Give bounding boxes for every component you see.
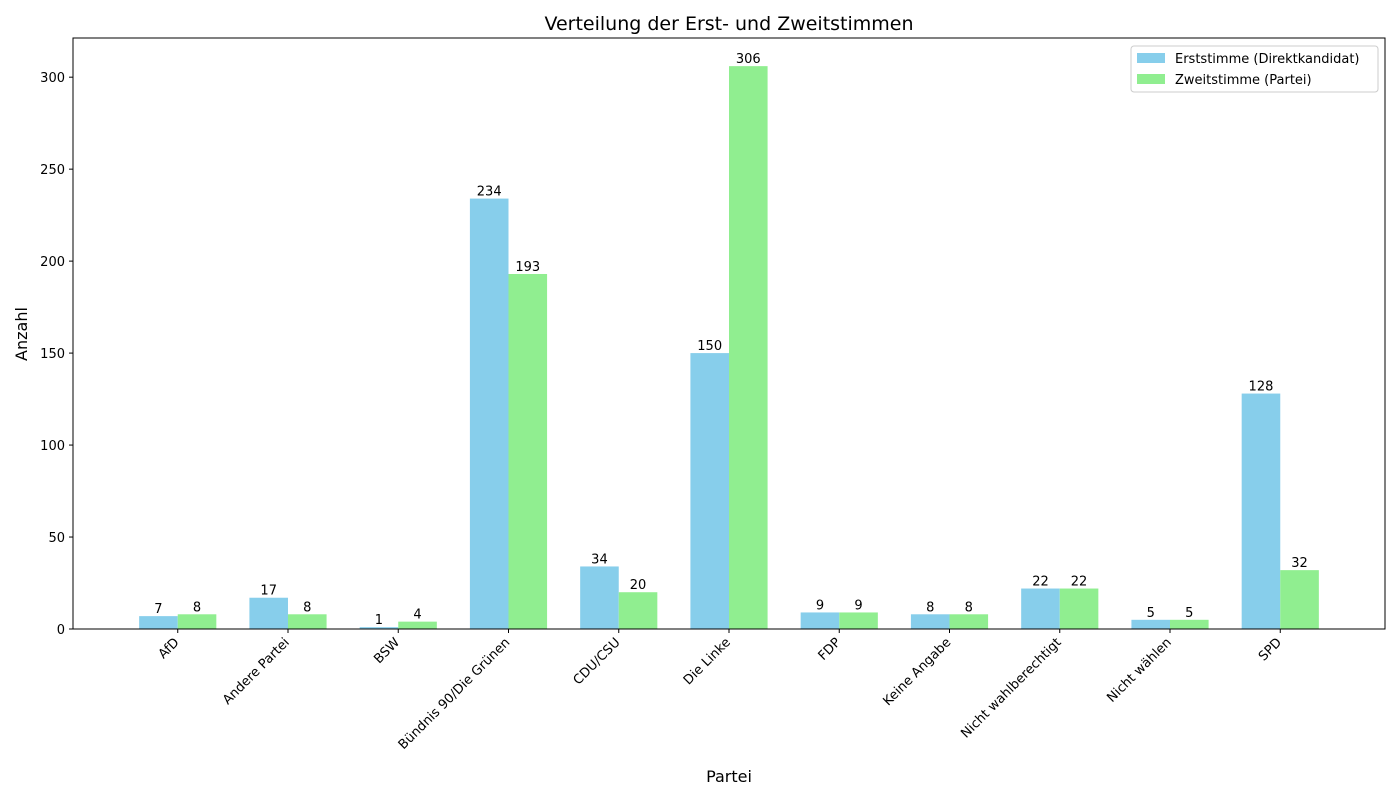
x-tick-label: BSW	[371, 635, 403, 667]
bar-value-label: 306	[736, 52, 761, 67]
bar-value-label: 32	[1291, 556, 1308, 571]
y-tick-label: 150	[40, 347, 65, 362]
bar-value-label: 8	[303, 600, 311, 615]
x-axis-title: Partei	[706, 767, 752, 786]
bar-value-label: 9	[854, 598, 862, 613]
bar-zweitstimme	[287, 614, 327, 629]
bar-value-label: 193	[515, 260, 540, 275]
bar-zweitstimme	[1059, 588, 1099, 629]
y-tick-label: 0	[57, 623, 65, 638]
bar-zweitstimme	[1170, 619, 1209, 629]
legend-swatch	[1137, 53, 1165, 63]
x-tick-label: SPD	[1256, 635, 1285, 664]
x-tick-label: CDU/CSU	[571, 635, 624, 688]
bar-value-label: 5	[1185, 606, 1193, 621]
bar-value-label: 7	[154, 602, 162, 617]
legend: Erststimme (Direktkandidat) Zweitstimme (…	[1130, 45, 1379, 93]
legend-box	[1130, 45, 1379, 93]
bar-value-label: 17	[260, 584, 277, 599]
y-tick-label: 250	[40, 163, 65, 178]
bar-erststimme	[1241, 393, 1281, 629]
x-tick-label: Nicht wählen	[1104, 635, 1174, 705]
bar-value-label: 128	[1249, 380, 1274, 395]
bar-value-label: 34	[591, 552, 608, 567]
bar-value-label: 4	[413, 608, 421, 623]
bar-zweitstimme	[729, 66, 768, 629]
bar-value-label: 150	[697, 339, 722, 354]
bar-erststimme	[249, 597, 288, 629]
legend-label: Erststimme (Direktkandidat)	[1175, 52, 1360, 67]
y-tick-label: 200	[40, 255, 65, 270]
bar-erststimme	[910, 614, 950, 629]
bar-value-label: 20	[630, 578, 647, 593]
y-tick-label: 100	[40, 439, 65, 454]
bar-erststimme	[139, 616, 178, 629]
bar-value-label: 234	[477, 185, 502, 200]
bar-erststimme	[580, 566, 619, 629]
x-tick-label: Die Linke	[681, 635, 734, 688]
bar-erststimme	[1021, 588, 1060, 629]
legend-label: Zweitstimme (Partei)	[1175, 73, 1312, 88]
x-tick-label: FDP	[816, 635, 845, 664]
bar-value-label: 22	[1071, 575, 1088, 590]
bar-value-label: 1	[375, 613, 383, 628]
bar-value-label: 9	[816, 598, 824, 613]
bar-zweitstimme	[177, 614, 217, 629]
y-tick-label: 50	[48, 531, 65, 546]
bar-value-label: 8	[193, 600, 201, 615]
bar-zweitstimme	[839, 612, 878, 629]
bar-zweitstimme	[508, 273, 548, 629]
bar-erststimme	[1131, 619, 1171, 629]
bar-erststimme	[469, 198, 509, 629]
bar-zweitstimme	[618, 592, 658, 629]
bar-zweitstimme	[398, 621, 437, 629]
y-tick-label: 300	[40, 71, 65, 86]
y-axis-title: Anzahl	[12, 307, 31, 361]
bar-value-label: 8	[965, 600, 973, 615]
bar-zweitstimme	[949, 614, 989, 629]
x-tick-label: Andere Partei	[220, 635, 293, 708]
plot-area: 7 17 1 234 34 150 9 8 22 5 128 8 8 4 193 20 306 9 8 22 5 32 0 5…	[40, 37, 1386, 753]
bar-zweitstimme	[1280, 570, 1319, 629]
bar-erststimme	[359, 627, 399, 629]
x-tick-label: Nicht wahlberechtigt	[958, 635, 1064, 741]
chart-title: Verteilung der Erst- und Zweitstimmen	[544, 13, 913, 35]
x-tick-label: Keine Angabe	[880, 635, 954, 709]
bar-value-label: 5	[1147, 606, 1155, 621]
bar-erststimme	[800, 612, 840, 629]
bar-value-label: 8	[926, 600, 934, 615]
x-tick-label: AfD	[156, 635, 183, 662]
legend-swatch	[1137, 74, 1165, 84]
bar-erststimme	[690, 353, 729, 629]
bar-value-label: 22	[1032, 575, 1049, 590]
x-tick-label: Bündnis 90/Die Grünen	[396, 635, 514, 753]
